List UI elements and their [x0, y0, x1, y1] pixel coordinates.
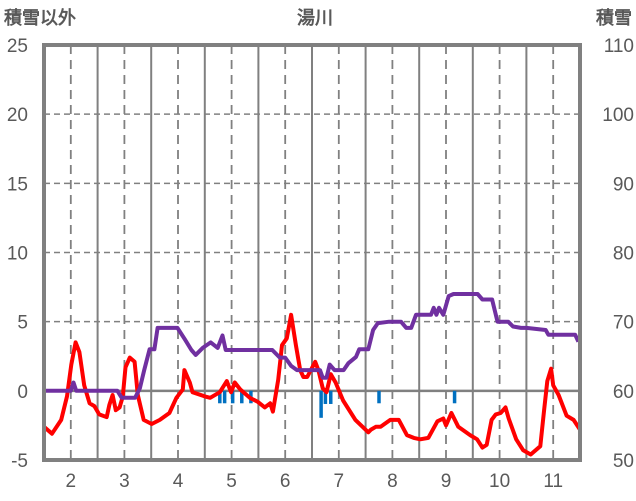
x-tick-label: 9 [441, 471, 452, 492]
y-tick-label: 20 [7, 105, 28, 126]
y2-tick-label: 50 [613, 451, 634, 472]
right-axis-label: 積雪 [595, 7, 632, 28]
x-tick-label: 2 [66, 471, 77, 492]
x-tick-label: 8 [387, 471, 398, 492]
y2-tick-label: 80 [613, 244, 634, 265]
precipitation-bar [323, 390, 328, 404]
chart-title: 湯川 [297, 8, 333, 28]
precipitation-bar [377, 390, 381, 404]
tick-labels: 2 3 4 5 6 7 8 9 10 11 -5 0 5 10 15 20 25 50 60 70 80 90 100 110 [7, 36, 634, 492]
temperature-line [42, 312, 582, 457]
y2-tick-label: 60 [613, 382, 634, 403]
y-tick-label: -5 [11, 451, 28, 472]
x-tick-label: 7 [334, 471, 345, 492]
bar-series-precipitation [218, 390, 457, 418]
x-tick-label: 6 [280, 471, 291, 492]
x-tick-label: 10 [489, 471, 510, 492]
y2-tick-label: 70 [613, 313, 634, 334]
precipitation-bar [222, 390, 227, 404]
x-tick-label: 3 [119, 471, 130, 492]
y2-tick-label: 110 [604, 36, 634, 57]
precipitation-bar [230, 390, 235, 404]
precipitation-bar [319, 390, 323, 418]
y-tick-label: 5 [17, 313, 28, 334]
precipitation-bar [452, 390, 457, 404]
precipitation-bar [329, 390, 333, 404]
x-tick-label: 4 [173, 471, 184, 492]
y2-tick-label: 90 [613, 174, 634, 195]
precipitation-bar [240, 390, 244, 404]
plot-frame [42, 43, 582, 462]
y-tick-label: 15 [7, 174, 28, 195]
y-tick-label: 25 [7, 36, 28, 57]
y2-tick-label: 100 [602, 105, 634, 126]
y-tick-label: 0 [17, 382, 28, 403]
line-series [42, 292, 582, 457]
y-tick-label: 10 [7, 244, 28, 265]
snow_depth-line [44, 292, 581, 400]
precipitation-bar [218, 390, 222, 404]
x-tick-label: 5 [226, 471, 237, 492]
left-axis-label: 積雪以外 [3, 7, 76, 28]
x-tick-label: 11 [543, 471, 563, 492]
